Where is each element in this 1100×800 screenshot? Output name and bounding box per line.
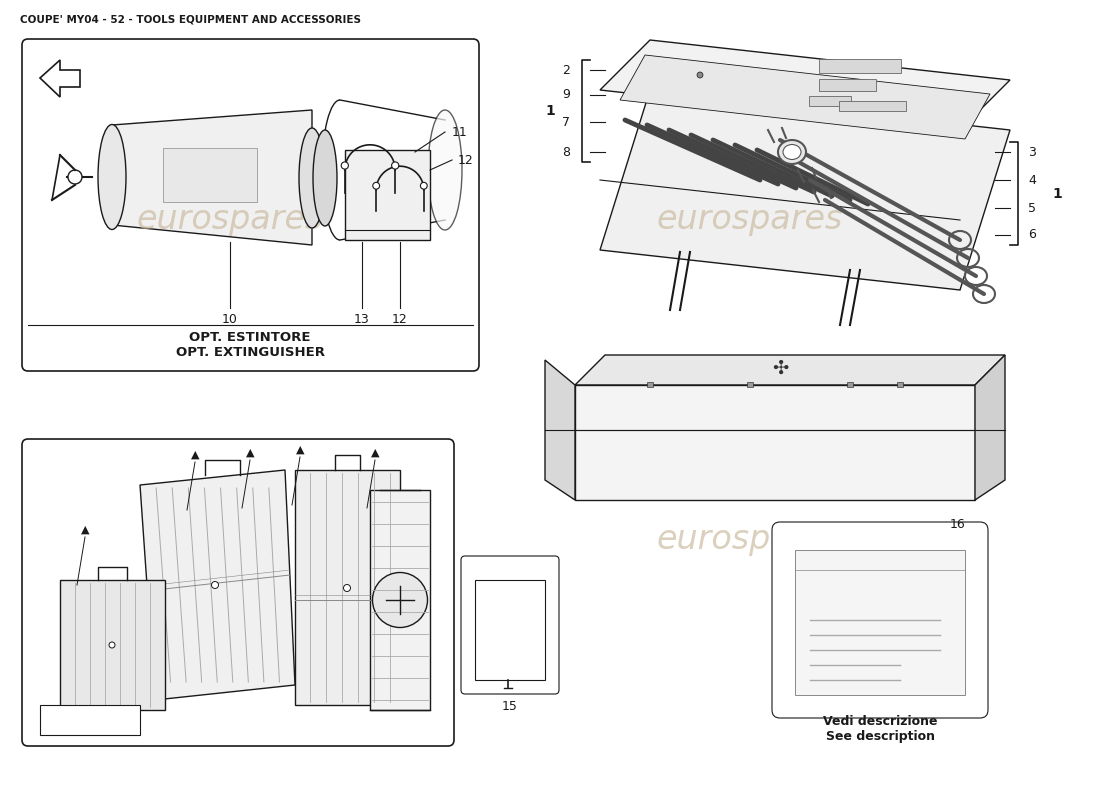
Polygon shape: [600, 40, 1010, 130]
FancyBboxPatch shape: [808, 96, 851, 106]
Text: ▲: ▲: [371, 448, 380, 458]
FancyBboxPatch shape: [22, 439, 454, 746]
Text: ▲: ▲: [190, 450, 199, 460]
Ellipse shape: [68, 170, 82, 184]
Ellipse shape: [420, 182, 427, 189]
Text: ▲ = 14: ▲ = 14: [68, 714, 112, 726]
Text: ✣: ✣: [772, 358, 789, 378]
Text: 12: 12: [392, 313, 408, 326]
Text: 6: 6: [1028, 229, 1036, 242]
Polygon shape: [975, 355, 1005, 500]
Text: 1: 1: [1052, 186, 1062, 201]
Text: 8: 8: [562, 146, 570, 158]
Bar: [847, 382, 852, 387]
Ellipse shape: [343, 585, 351, 591]
Ellipse shape: [299, 128, 324, 228]
Text: 10: 10: [222, 313, 238, 326]
Text: 15: 15: [502, 700, 518, 713]
FancyBboxPatch shape: [461, 556, 559, 694]
Text: 12: 12: [458, 154, 474, 166]
FancyBboxPatch shape: [820, 59, 901, 73]
Text: 9: 9: [562, 89, 570, 102]
FancyBboxPatch shape: [163, 148, 257, 202]
Ellipse shape: [341, 162, 349, 169]
Ellipse shape: [109, 642, 116, 648]
Bar: [747, 382, 754, 387]
Bar: [475, 580, 544, 680]
Polygon shape: [295, 470, 400, 705]
Text: eurospares: eurospares: [136, 203, 323, 237]
Text: ━━━━━━━━: ━━━━━━━━: [867, 598, 893, 602]
Text: eurospares: eurospares: [657, 203, 844, 237]
Polygon shape: [345, 150, 430, 240]
Text: eurospares: eurospares: [657, 523, 844, 557]
Polygon shape: [370, 490, 430, 710]
Text: OPT. ESTINTORE
OPT. EXTINGUISHER: OPT. ESTINTORE OPT. EXTINGUISHER: [176, 331, 324, 359]
Ellipse shape: [428, 110, 462, 230]
Text: 13: 13: [354, 313, 370, 326]
Text: 16: 16: [949, 518, 965, 531]
Text: 3: 3: [1028, 146, 1036, 158]
FancyBboxPatch shape: [772, 522, 988, 718]
Ellipse shape: [98, 125, 126, 230]
Text: ▲: ▲: [296, 445, 305, 455]
Bar: [647, 382, 653, 387]
Text: ▲: ▲: [80, 525, 89, 535]
FancyBboxPatch shape: [22, 39, 478, 371]
Ellipse shape: [392, 162, 399, 169]
Polygon shape: [60, 580, 165, 710]
Polygon shape: [112, 110, 312, 245]
Text: COUPE' MY04 - 52 - TOOLS EQUIPMENT AND ACCESSORIES: COUPE' MY04 - 52 - TOOLS EQUIPMENT AND A…: [20, 14, 361, 24]
Polygon shape: [620, 55, 990, 139]
Polygon shape: [40, 60, 80, 97]
Text: 7: 7: [562, 115, 570, 129]
Ellipse shape: [778, 140, 806, 164]
Ellipse shape: [697, 72, 703, 78]
Polygon shape: [600, 90, 1010, 290]
Ellipse shape: [314, 130, 337, 226]
Polygon shape: [140, 470, 295, 700]
Text: 1: 1: [546, 104, 556, 118]
Text: 2: 2: [562, 63, 570, 77]
Text: 5: 5: [1028, 202, 1036, 214]
Ellipse shape: [373, 573, 428, 627]
Bar: [896, 382, 903, 387]
Text: Vedi descrizione
See description: Vedi descrizione See description: [823, 715, 937, 743]
Polygon shape: [575, 385, 975, 500]
Polygon shape: [544, 360, 575, 500]
Polygon shape: [575, 355, 1005, 385]
FancyBboxPatch shape: [839, 101, 906, 111]
Bar: [40, 705, 140, 735]
Text: MASERATI: MASERATI: [862, 582, 898, 588]
FancyBboxPatch shape: [820, 79, 876, 91]
Bar: [795, 550, 965, 695]
Text: 11: 11: [452, 126, 468, 138]
Ellipse shape: [211, 582, 219, 589]
Text: 4: 4: [1028, 174, 1036, 186]
Text: ▲: ▲: [245, 448, 254, 458]
Ellipse shape: [783, 145, 801, 159]
Ellipse shape: [373, 182, 380, 189]
